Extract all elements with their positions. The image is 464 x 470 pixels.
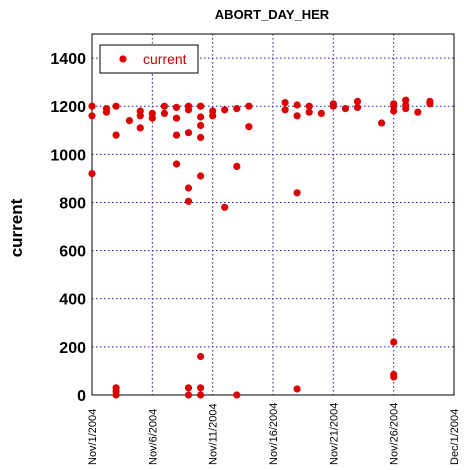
- data-point: [353, 103, 362, 111]
- data-point: [390, 373, 398, 381]
- data-point: [402, 105, 410, 113]
- data-point: [184, 391, 193, 399]
- legend: current: [99, 44, 199, 74]
- data-point: [390, 338, 398, 346]
- data-point: [184, 197, 193, 205]
- data-point: [112, 391, 120, 399]
- data-point: [184, 129, 193, 137]
- data-point: [221, 106, 229, 114]
- data-point: [245, 102, 253, 110]
- data-point: [305, 108, 313, 116]
- data-point: [341, 105, 349, 113]
- x-axis-ticks: Nov/1/2004 Nov/6/2004 Nov/11/2004 Nov/16/20…: [87, 403, 461, 465]
- x-tick-label: Dec/1/2004: [449, 409, 461, 465]
- y-tick-label: 200: [59, 340, 86, 357]
- y-tick-label: 1400: [50, 51, 86, 68]
- data-point: [293, 101, 301, 109]
- data-point: [245, 123, 253, 131]
- data-point: [102, 105, 111, 113]
- data-point: [233, 391, 241, 399]
- data-point: [197, 172, 205, 180]
- data-point: [197, 121, 205, 130]
- data-point: [136, 124, 144, 132]
- y-axis-ticks: 0 200 400 600 800 1000 1200 1400: [50, 51, 86, 405]
- data-point: [172, 103, 181, 111]
- data-point: [172, 114, 181, 122]
- data-point: [305, 102, 313, 110]
- data-point: [184, 106, 193, 114]
- data-point: [293, 112, 301, 120]
- y-tick-label: 400: [59, 292, 86, 309]
- data-point: [148, 114, 156, 122]
- data-point: [293, 385, 301, 393]
- x-tick-label: Nov/16/2004: [268, 403, 280, 465]
- y-tick-label: 0: [77, 388, 86, 405]
- data-point: [197, 391, 205, 399]
- grid-lines: [92, 34, 454, 395]
- data-point: [293, 189, 301, 197]
- x-tick-label: Nov/6/2004: [147, 409, 159, 465]
- data-point: [233, 162, 241, 170]
- y-axis-label: current: [7, 198, 26, 257]
- data-point: [281, 99, 289, 107]
- data-point: [426, 100, 434, 108]
- chart-title: ABORT_DAY_HER: [215, 7, 330, 22]
- data-point: [184, 384, 193, 392]
- data-point: [125, 117, 133, 125]
- data-point: [329, 102, 337, 110]
- data-points: [88, 96, 434, 399]
- y-tick-label: 1000: [50, 147, 86, 164]
- data-point: [197, 384, 205, 392]
- data-point: [184, 184, 193, 192]
- x-tick-label: Nov/1/2004: [87, 409, 99, 465]
- data-point: [414, 108, 422, 116]
- data-point: [88, 170, 96, 178]
- data-point: [281, 106, 289, 114]
- data-point: [233, 105, 241, 113]
- data-point: [353, 97, 362, 105]
- data-point: [160, 102, 168, 110]
- data-point: [317, 109, 325, 117]
- data-point: [209, 112, 217, 120]
- data-point: [197, 113, 205, 121]
- x-tick-label: Nov/11/2004: [208, 403, 220, 465]
- y-tick-label: 1200: [50, 99, 86, 116]
- data-point: [88, 102, 96, 110]
- data-point: [112, 102, 120, 110]
- data-point: [112, 131, 120, 139]
- y-tick-label: 800: [59, 195, 86, 212]
- data-point: [221, 203, 229, 211]
- x-tick-label: Nov/21/2004: [328, 403, 340, 465]
- legend-box: [99, 44, 199, 74]
- data-point: [197, 133, 205, 142]
- data-point: [390, 107, 398, 115]
- y-tick-label: 600: [59, 244, 86, 261]
- data-point: [197, 102, 205, 110]
- data-point: [172, 160, 181, 168]
- legend-marker: [119, 55, 127, 63]
- data-point: [88, 112, 96, 120]
- data-point: [197, 352, 205, 361]
- data-point: [160, 109, 168, 117]
- data-point: [378, 119, 386, 127]
- plot-area-frame: [91, 33, 455, 396]
- x-tick-label: Nov/26/2004: [389, 403, 401, 465]
- data-point: [172, 131, 181, 139]
- legend-label: current: [143, 51, 187, 67]
- data-point: [136, 112, 144, 120]
